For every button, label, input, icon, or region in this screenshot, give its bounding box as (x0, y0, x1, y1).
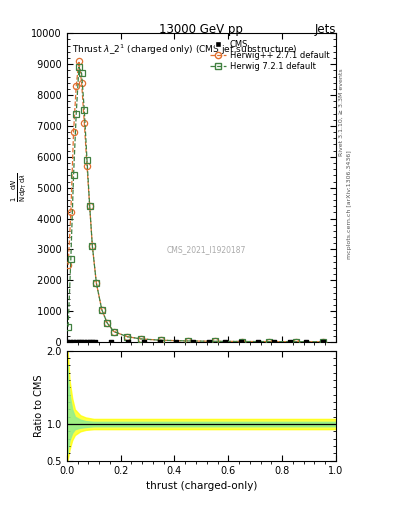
Point (81, 338, 87, 346)
Y-axis label: Ratio to CMS: Ratio to CMS (34, 374, 44, 437)
Point (75, 338, 82, 346)
Point (157, 338, 163, 346)
Point (173, 338, 180, 346)
Point (67, 338, 73, 346)
Point (271, 338, 277, 346)
Text: mcplots.cern.ch [arXiv:1306.3436]: mcplots.cern.ch [arXiv:1306.3436] (347, 151, 352, 259)
Point (89, 338, 95, 346)
Point (222, 338, 228, 346)
Text: CMS_2021_I1920187: CMS_2021_I1920187 (167, 245, 246, 254)
Legend: CMS, Herwig++ 2.7.1 default, Herwig 7.2.1 default: CMS, Herwig++ 2.7.1 default, Herwig 7.2.… (207, 37, 332, 74)
Point (141, 338, 147, 346)
Point (303, 338, 309, 346)
Point (320, 338, 326, 346)
Point (254, 338, 261, 346)
Point (78, 338, 84, 346)
Y-axis label: $\frac{1}{\mathrm{N}}\frac{\mathrm{d}N}{\mathrm{d}p_\mathrm{T}\,\mathrm{d}\lambd: $\frac{1}{\mathrm{N}}\frac{\mathrm{d}N}{… (9, 173, 29, 202)
Point (92, 338, 98, 346)
Point (189, 338, 196, 346)
Point (238, 338, 244, 346)
Point (84, 338, 90, 346)
Point (86, 338, 93, 346)
Point (64, 338, 71, 346)
Text: Thrust $\lambda\_2^1$ (charged only) (CMS jet substructure): Thrust $\lambda\_2^1$ (charged only) (CM… (72, 42, 298, 57)
Point (73, 338, 79, 346)
Point (125, 338, 131, 346)
X-axis label: thrust (charged-only): thrust (charged-only) (146, 481, 257, 491)
Text: Jets: Jets (314, 23, 336, 36)
Point (108, 338, 114, 346)
Text: Rivet 3.1.10, ≥ 3.3M events: Rivet 3.1.10, ≥ 3.3M events (339, 69, 344, 157)
Point (70, 338, 76, 346)
Point (287, 338, 293, 346)
Text: 13000 GeV pp: 13000 GeV pp (160, 23, 243, 36)
Point (206, 338, 212, 346)
